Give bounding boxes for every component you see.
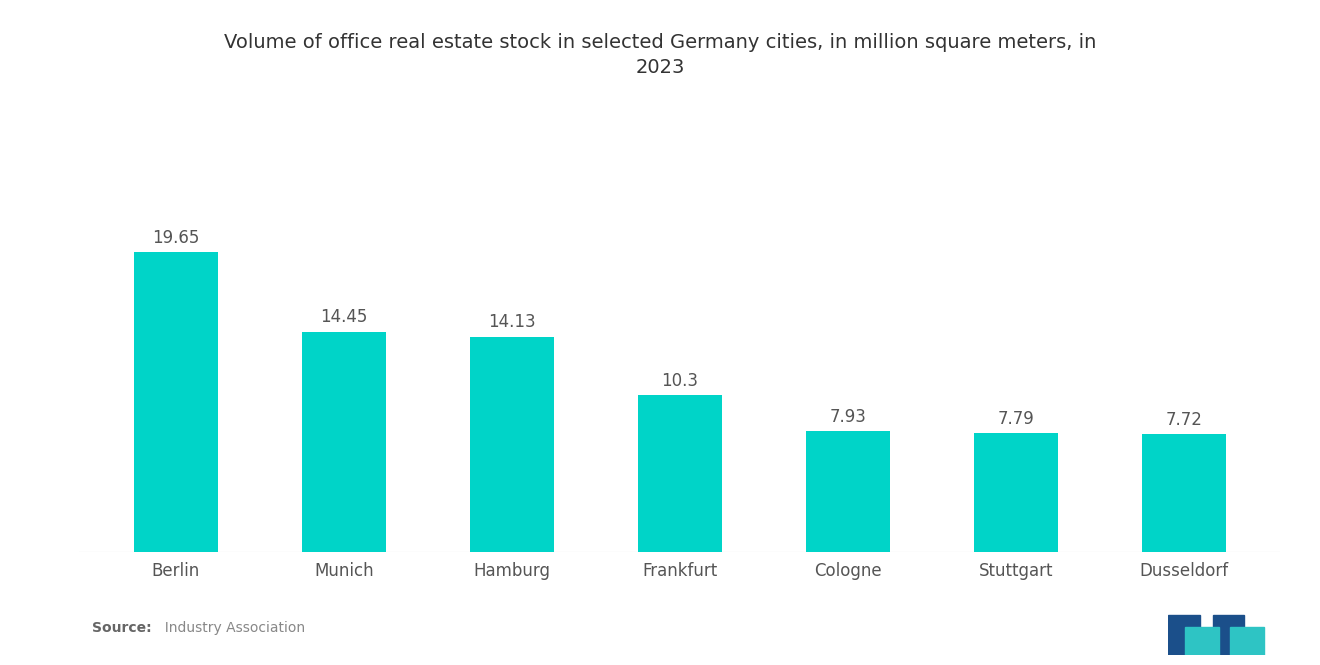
Bar bbox=[974, 433, 1057, 552]
Polygon shape bbox=[1185, 626, 1218, 655]
Text: 7.93: 7.93 bbox=[829, 408, 866, 426]
Text: Source:: Source: bbox=[92, 621, 152, 635]
Bar bbox=[133, 253, 218, 552]
Text: Volume of office real estate stock in selected Germany cities, in million square: Volume of office real estate stock in se… bbox=[224, 33, 1096, 77]
Bar bbox=[805, 431, 890, 552]
Text: Industry Association: Industry Association bbox=[156, 621, 305, 635]
Bar bbox=[302, 332, 385, 552]
Text: 14.45: 14.45 bbox=[321, 309, 367, 327]
Bar bbox=[638, 395, 722, 552]
Bar bbox=[470, 336, 554, 552]
Bar bbox=[1142, 434, 1226, 552]
Polygon shape bbox=[1168, 616, 1200, 655]
Text: 7.79: 7.79 bbox=[998, 410, 1034, 428]
Text: 7.72: 7.72 bbox=[1166, 411, 1203, 429]
Text: 10.3: 10.3 bbox=[661, 372, 698, 390]
Text: 19.65: 19.65 bbox=[152, 229, 199, 247]
Text: 14.13: 14.13 bbox=[488, 313, 536, 331]
Polygon shape bbox=[1213, 616, 1245, 655]
Polygon shape bbox=[1230, 626, 1263, 655]
